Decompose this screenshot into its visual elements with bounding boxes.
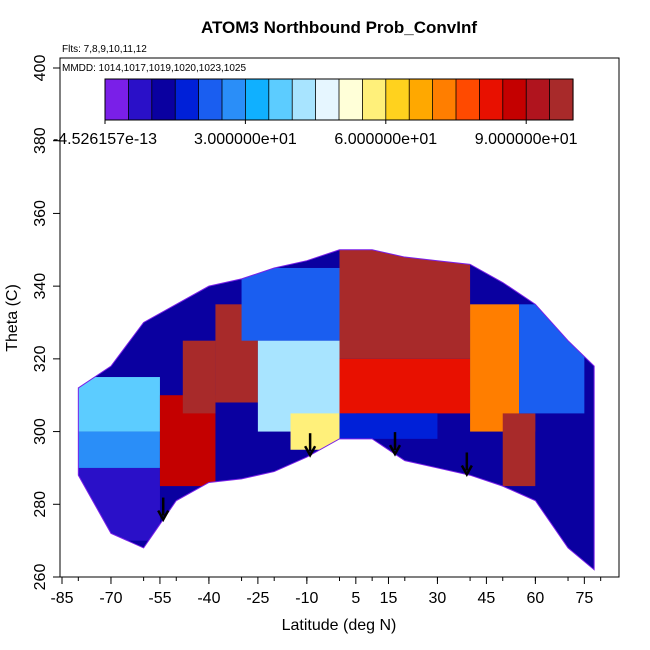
heatmap-cell xyxy=(339,249,471,359)
x-tick-label: 60 xyxy=(526,590,544,607)
colorbar-swatch xyxy=(151,79,176,120)
y-tick-label: 400 xyxy=(32,55,49,82)
heatmap-cell xyxy=(78,431,160,468)
colorbar-swatch xyxy=(105,79,129,120)
y-tick-label: 260 xyxy=(32,564,49,591)
heatmap-cell xyxy=(241,267,340,341)
colorbar-frame xyxy=(104,78,574,121)
y-tick-label: 300 xyxy=(32,418,49,445)
colorbar-swatch xyxy=(339,79,363,120)
colorbar-tick-label: 6.000000e+01 xyxy=(334,131,437,148)
colorbar-swatch xyxy=(128,79,153,120)
dates-note: MMDD: 1014,1017,1019,1020,1023,1025 xyxy=(62,63,246,74)
x-tick-label: 15 xyxy=(380,590,398,607)
y-axis-title: Theta (C) xyxy=(4,284,21,352)
colorbar-swatch xyxy=(268,79,293,120)
chart-title: ATOM3 Northbound Prob_ConvInf xyxy=(201,18,477,37)
x-tick-label: -40 xyxy=(197,590,220,607)
x-tick-label: -55 xyxy=(148,590,171,607)
colorbar-swatch xyxy=(432,79,457,120)
heatmap-field xyxy=(77,249,595,571)
heatmap-cell xyxy=(535,431,595,541)
data-envelope xyxy=(77,249,595,571)
x-tick-label: 45 xyxy=(478,590,496,607)
colorbar-swatch xyxy=(222,79,246,120)
arrow-head xyxy=(388,444,402,457)
colorbar-tick-label: 3.000000e+01 xyxy=(194,131,297,148)
colorbar-swatch xyxy=(526,79,551,120)
x-tick-label: -85 xyxy=(50,590,73,607)
x-tick-label: -70 xyxy=(99,590,122,607)
heatmap-cell xyxy=(502,413,536,487)
axes: -85 -70 -55 -40 -25 -10 5 15 30 45 60 75 260 280 300 32… xyxy=(32,55,602,607)
y-tick-label: 380 xyxy=(32,127,49,154)
x-tick-label: 30 xyxy=(429,590,447,607)
colorbar-swatch xyxy=(549,79,574,120)
colorbar-swatch xyxy=(456,79,480,120)
x-tick-label: 5 xyxy=(351,590,360,607)
colorbar-swatch xyxy=(479,79,504,120)
heatmap-cell xyxy=(78,467,160,541)
colorbar-swatch xyxy=(292,79,317,120)
heatmap-cell xyxy=(182,340,216,414)
heatmap-cell xyxy=(339,413,438,439)
y-tick-label: 360 xyxy=(32,200,49,227)
colorbar-swatch xyxy=(175,79,200,120)
colorbar-swatch xyxy=(385,79,410,120)
flights-note: Flts: 7,8,9,10,11,12 xyxy=(62,44,147,55)
heatmap-cell xyxy=(519,304,585,414)
arrow-head xyxy=(157,509,170,523)
x-axis-title: Latitude (deg N) xyxy=(282,617,397,634)
y-tick-label: 340 xyxy=(32,273,49,300)
colorbar-tick-label: 9.000000e+01 xyxy=(475,131,578,148)
colorbar-tick-label: -4.526157e-13 xyxy=(53,131,157,148)
colorbar-swatch xyxy=(409,79,434,120)
heatmap-cell xyxy=(470,304,520,432)
heatmap-cell xyxy=(78,377,160,432)
colorbar-swatch xyxy=(362,79,387,120)
x-tick-label: -25 xyxy=(246,590,269,607)
arrow-head xyxy=(460,464,473,478)
colorbar-swatch xyxy=(502,79,527,120)
colorbar: -4.526157e-13 3.000000e+01 6.000000e+01 9.0… xyxy=(53,78,578,148)
x-tick-label: 75 xyxy=(575,590,593,607)
colorbar-swatch xyxy=(198,79,223,120)
x-tick-label: -10 xyxy=(295,590,318,607)
heatmap-cells xyxy=(78,249,595,570)
y-tick-label: 320 xyxy=(32,345,49,372)
colorbar-swatch xyxy=(315,79,340,120)
y-tick-label: 280 xyxy=(32,491,49,518)
heatmap-cell xyxy=(339,358,471,414)
colorbar-swatch xyxy=(245,79,270,120)
arrow-head xyxy=(304,445,317,458)
